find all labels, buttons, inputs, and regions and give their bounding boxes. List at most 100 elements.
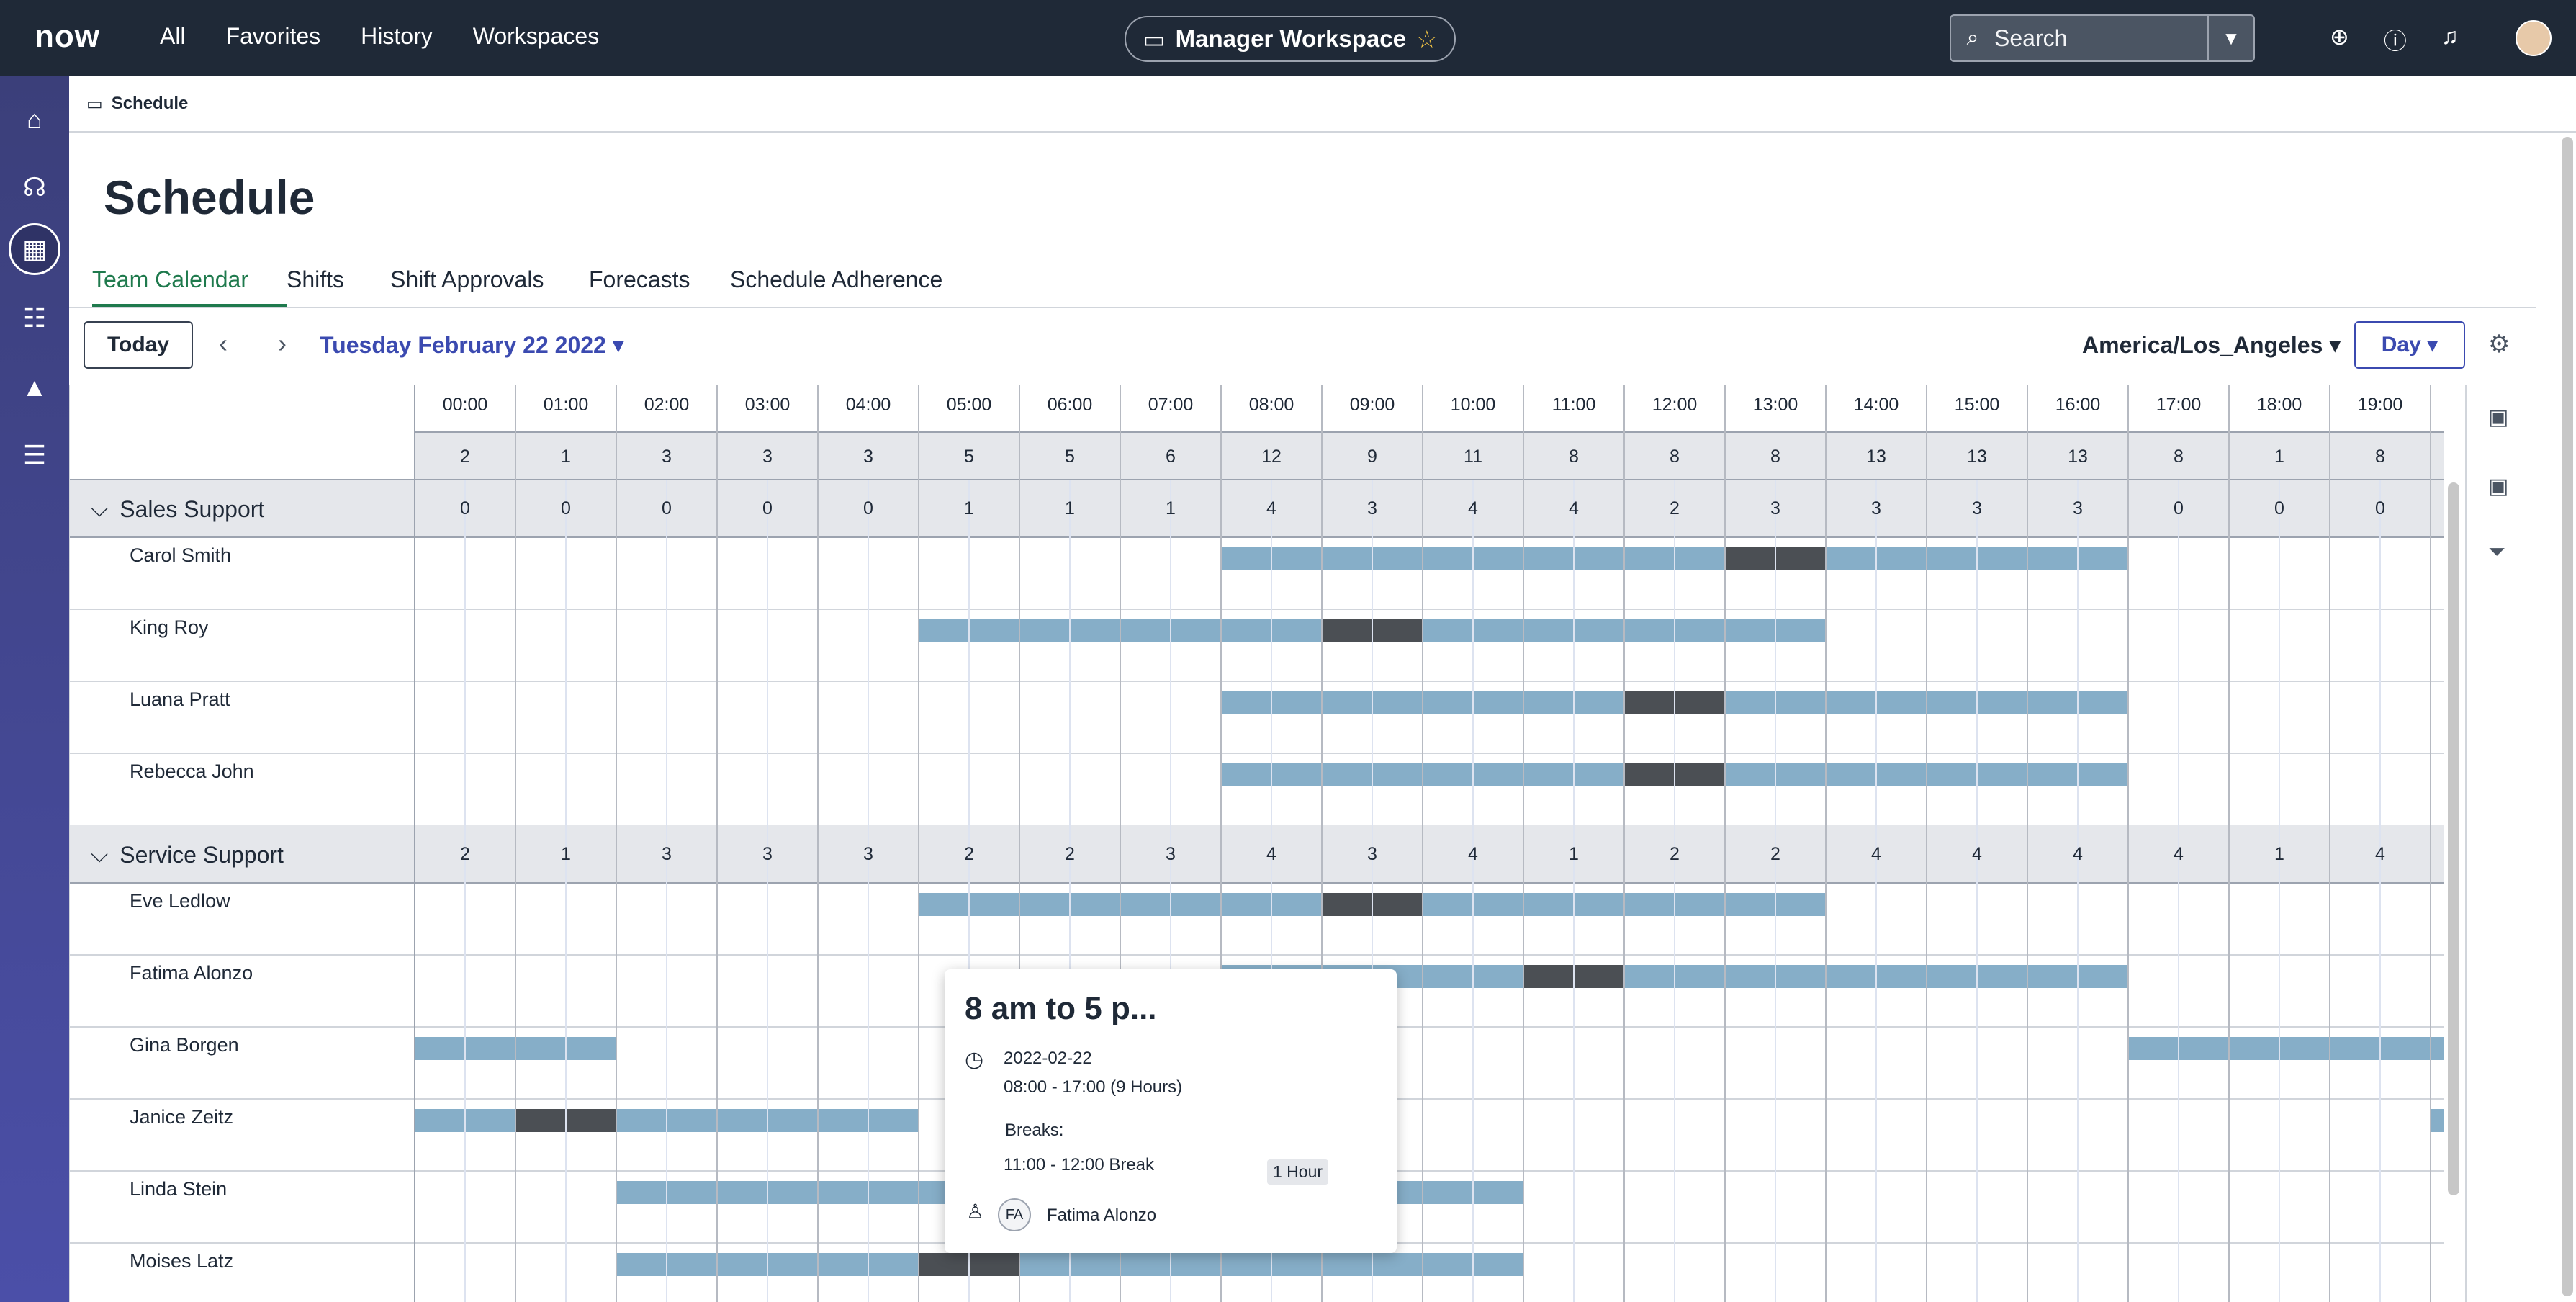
schedule-icon[interactable]: ▦ [9, 223, 60, 275]
tab-shifts[interactable]: Shifts [287, 266, 345, 292]
group-count: 3 [863, 844, 873, 864]
tab-forecasts[interactable]: Forecasts [589, 266, 690, 292]
group-name: Sales Support [120, 495, 265, 522]
total-count: 13 [1967, 446, 1987, 467]
hour-label: 15:00 [1954, 395, 2000, 415]
group-count: 1 [1166, 498, 1176, 518]
global-search[interactable]: ⌕ Search ▼ [1950, 14, 2255, 62]
group-count: 2 [1065, 844, 1075, 864]
total-count: 8 [1770, 446, 1780, 467]
tab-team-calendar[interactable]: Team Calendar [92, 266, 248, 292]
group-count: 4 [2375, 844, 2385, 864]
hour-label: 13:00 [1752, 395, 1798, 415]
group-count: 0 [460, 498, 470, 518]
view-label: Day [2381, 333, 2421, 356]
employee-name: Moises Latz [130, 1250, 234, 1272]
star-icon[interactable]: ☆ [1415, 25, 1438, 53]
page-scrollbar[interactable] [2562, 137, 2573, 1296]
employee-name: Linda Stein [130, 1178, 228, 1200]
group-count: 0 [762, 498, 773, 518]
search-dropdown-button[interactable]: ▼ [2207, 16, 2253, 60]
totals-row-bg [415, 432, 2444, 480]
timezone-selector[interactable]: America/Los_Angeles ▾ [2082, 331, 2341, 359]
nav-links: All Favorites History Workspaces [160, 23, 599, 50]
employee-name: Janice Zeitz [130, 1106, 234, 1128]
group-count: 3 [1972, 498, 1982, 518]
person-icon: ♙ [966, 1200, 985, 1223]
gear-icon[interactable]: ⚙ [2488, 331, 2510, 358]
group-count: 2 [1670, 844, 1680, 864]
group-count: 4 [1468, 844, 1478, 864]
today-button[interactable]: Today [84, 321, 193, 369]
date-picker[interactable]: Tuesday February 22 2022 ▾ [320, 331, 624, 359]
home-icon[interactable]: ⌂ [27, 104, 42, 134]
total-count: 3 [662, 446, 672, 467]
servicenow-logo[interactable]: now [35, 19, 100, 54]
view-selector[interactable]: Day ▾ [2354, 321, 2465, 369]
list-icon[interactable]: ☰ [22, 440, 47, 470]
employee-name: Luana Pratt [130, 688, 230, 710]
total-count: 12 [1261, 446, 1282, 467]
breadcrumb-tab[interactable]: Schedule [111, 94, 189, 113]
group-count: 3 [762, 844, 773, 864]
timezone-label: America/Los_Angeles [2082, 332, 2323, 358]
group-count: 4 [1569, 498, 1579, 518]
total-count: 1 [561, 446, 571, 467]
shift-bar[interactable] [2128, 1037, 2444, 1060]
bell-icon[interactable]: ♫ [2441, 23, 2459, 49]
user-avatar[interactable] [2516, 20, 2552, 56]
group-count: 3 [1770, 498, 1780, 518]
total-count: 8 [1569, 446, 1579, 467]
group-count: 1 [2274, 844, 2284, 864]
workspace-title: Manager Workspace [1175, 25, 1406, 52]
nav-history[interactable]: History [361, 23, 433, 49]
chevron-down-icon[interactable]: ⌵ [91, 495, 109, 521]
tab-shift-approvals[interactable]: Shift Approvals [390, 266, 544, 292]
hour-label: 05:00 [946, 395, 992, 415]
help-icon[interactable]: ⓘ [2383, 28, 2407, 54]
caret-down-icon: ▾ [612, 332, 624, 358]
group-count: 2 [1770, 844, 1780, 864]
team-icon[interactable]: ☷ [22, 303, 47, 333]
calendar-copy-icon[interactable]: ▣ [2488, 475, 2509, 498]
group-count: 4 [1972, 844, 1982, 864]
workspace-selector[interactable]: ▭ Manager Workspace ☆ [1125, 16, 1456, 62]
hour-label: 14:00 [1853, 395, 1899, 415]
nav-favorites[interactable]: Favorites [225, 23, 321, 49]
group-count: 0 [863, 498, 873, 518]
hour-label: 16:00 [2055, 395, 2101, 415]
total-count: 1 [2274, 446, 2284, 467]
group-count: 4 [1266, 844, 1276, 864]
nav-all[interactable]: All [160, 23, 186, 49]
next-day-icon[interactable]: › [278, 328, 287, 358]
total-count: 3 [863, 446, 873, 467]
calendar-add-icon[interactable]: ▣ [2488, 405, 2509, 429]
total-count: 6 [1166, 446, 1176, 467]
hour-label: 08:00 [1248, 395, 1294, 415]
employee-name: Fatima Alonzo [130, 962, 253, 984]
headset-icon[interactable]: ☊ [23, 172, 46, 202]
group-header: ⌵ Sales Support [91, 495, 264, 523]
shift-popover: 8 am to 5 p... ◷ 2022-02-22 08:00 - 17:0… [945, 969, 1397, 1253]
hour-label: 12:00 [1652, 395, 1698, 415]
hour-label: 11:00 [1552, 395, 1596, 415]
learning-icon[interactable]: ▲ [22, 372, 48, 402]
globe-icon[interactable]: ⊕ [2330, 24, 2349, 50]
previous-day-icon[interactable]: ‹ [219, 328, 228, 358]
side-tools: ▣ ▣ ⏷ [2465, 385, 2536, 1302]
avatar-initials: FA [998, 1198, 1031, 1231]
group-count: 1 [964, 498, 974, 518]
grid-scrollbar[interactable] [2448, 482, 2459, 1195]
employee-name: Rebecca John [130, 760, 254, 782]
employee-name: Gina Borgen [130, 1034, 239, 1056]
tab-schedule-adherence[interactable]: Schedule Adherence [730, 266, 943, 292]
shift-bar[interactable] [2431, 1109, 2444, 1132]
schedule-grid: 00:00 01:00 02:00 03:00 04:00 05:00 06:00 07:00… [69, 385, 2444, 1302]
total-count: 5 [964, 446, 974, 467]
popover-time: 08:00 - 17:00 (9 Hours) [1004, 1077, 1183, 1097]
employee-name: King Roy [130, 616, 209, 638]
nav-workspaces[interactable]: Workspaces [472, 23, 600, 49]
search-input[interactable]: Search [1994, 24, 2068, 51]
filter-icon[interactable]: ⏷ [2488, 540, 2505, 564]
chevron-down-icon[interactable]: ⌵ [91, 841, 109, 867]
